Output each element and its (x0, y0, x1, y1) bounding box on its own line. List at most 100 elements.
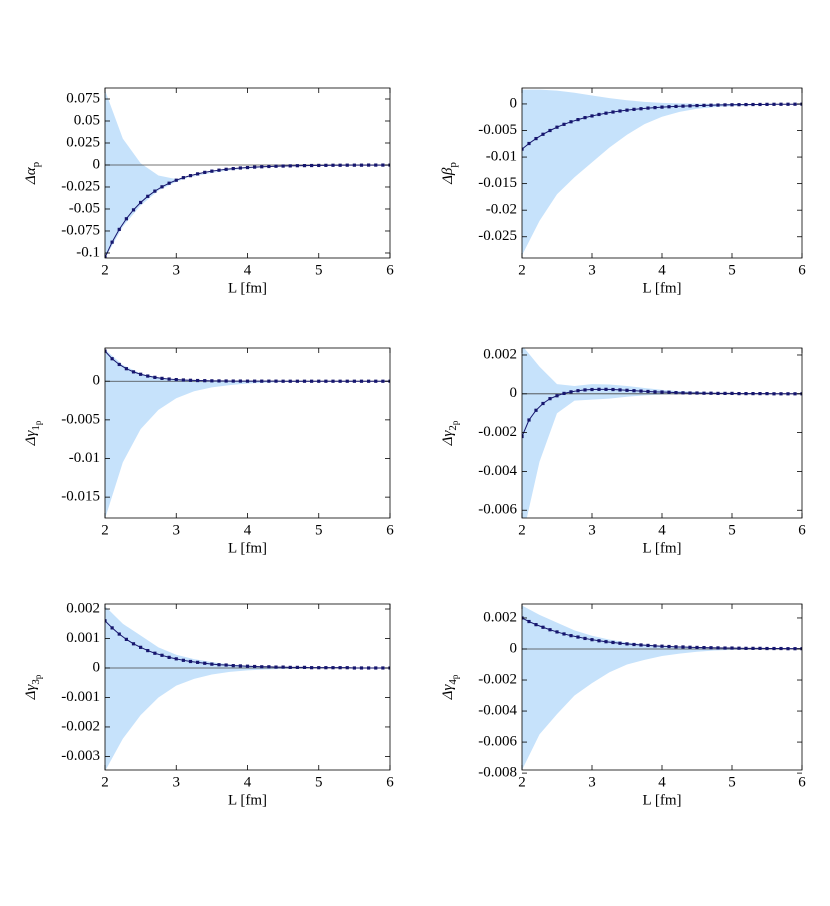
data-point (569, 390, 573, 394)
data-point (367, 379, 371, 383)
data-point (653, 390, 657, 394)
data-point (604, 387, 608, 391)
data-point (667, 644, 671, 649)
plot-area (105, 606, 390, 770)
x-tick-label: 3 (588, 262, 596, 278)
y-tick-label: 0.002 (66, 600, 100, 616)
data-point (555, 125, 559, 129)
data-point (295, 379, 299, 383)
data-point (345, 163, 349, 167)
data-point (730, 391, 734, 396)
data-point (737, 103, 741, 107)
data-point (541, 625, 545, 629)
data-point (174, 178, 178, 182)
data-point (653, 106, 657, 110)
data-point (181, 176, 185, 180)
data-point (674, 645, 678, 649)
data-point (224, 379, 228, 383)
data-point (751, 102, 755, 107)
data-point (548, 397, 552, 401)
data-point (245, 664, 250, 668)
data-point (604, 111, 608, 115)
x-tick-label: 5 (728, 774, 736, 790)
data-point (253, 664, 257, 669)
data-point (160, 376, 164, 380)
data-point (625, 108, 629, 112)
data-point (527, 619, 531, 624)
error-band (522, 605, 802, 770)
data-point (562, 632, 566, 636)
data-point (548, 128, 552, 133)
data-point (167, 655, 171, 659)
y-label-main: Δγ (440, 684, 456, 701)
data-point (527, 141, 531, 146)
y-tick-label: -0.075 (61, 222, 100, 238)
data-point (779, 646, 783, 651)
data-point (695, 645, 699, 650)
data-point (632, 642, 636, 647)
data-point (181, 658, 185, 662)
data-point (231, 167, 235, 171)
data-point (625, 642, 629, 646)
data-point (786, 102, 790, 106)
data-point (188, 378, 193, 382)
x-tick-label: 5 (728, 262, 736, 278)
data-point (723, 646, 727, 650)
data-point (238, 664, 242, 668)
data-point (231, 664, 235, 668)
data-point (688, 645, 692, 649)
data-point (667, 105, 671, 109)
data-point (331, 379, 335, 383)
data-point (203, 379, 207, 383)
data-point (597, 387, 601, 391)
data-point (527, 418, 531, 422)
data-point (583, 116, 587, 120)
x-tick-label: 2 (101, 774, 109, 790)
y-tick-label: -0.025 (478, 228, 517, 244)
y-tick-label: -0.006 (478, 734, 517, 750)
data-point (196, 172, 200, 176)
data-point (611, 387, 615, 392)
data-point (295, 164, 299, 168)
data-point (765, 646, 769, 651)
x-tick-label: 6 (386, 522, 394, 538)
data-point (324, 379, 328, 383)
data-point (288, 665, 292, 669)
x-axis-label: L [fm] (228, 540, 267, 556)
y-tick-label: -0.01 (69, 450, 100, 466)
data-point (688, 391, 692, 395)
data-point (338, 666, 342, 670)
data-point (324, 666, 328, 670)
data-point (562, 122, 566, 126)
data-point (793, 392, 797, 396)
data-point (310, 666, 314, 670)
y-axis-label: Δαp (23, 161, 42, 185)
data-point (167, 377, 171, 381)
y-axis-label: Δβp (440, 162, 459, 185)
data-point (310, 163, 314, 168)
data-point (709, 646, 713, 650)
y-tick-label: 0.002 (483, 609, 517, 625)
x-tick-label: 6 (386, 774, 394, 790)
data-point (583, 636, 587, 641)
data-point (267, 665, 271, 669)
y-tick-label: 0.002 (483, 346, 517, 362)
y-tick-label: 0.025 (66, 134, 100, 150)
data-point (688, 104, 692, 108)
data-point (374, 666, 378, 670)
data-point (744, 102, 748, 107)
data-point (576, 635, 580, 639)
data-point (639, 643, 643, 647)
data-point (331, 666, 335, 670)
data-point (793, 647, 797, 651)
x-tick-label: 6 (798, 522, 806, 538)
data-point (317, 666, 321, 670)
data-point (167, 181, 171, 185)
data-point (646, 106, 650, 110)
data-point (611, 110, 615, 114)
data-point (758, 392, 762, 396)
data-point (716, 646, 720, 650)
data-point (590, 114, 594, 118)
data-point (117, 362, 121, 367)
